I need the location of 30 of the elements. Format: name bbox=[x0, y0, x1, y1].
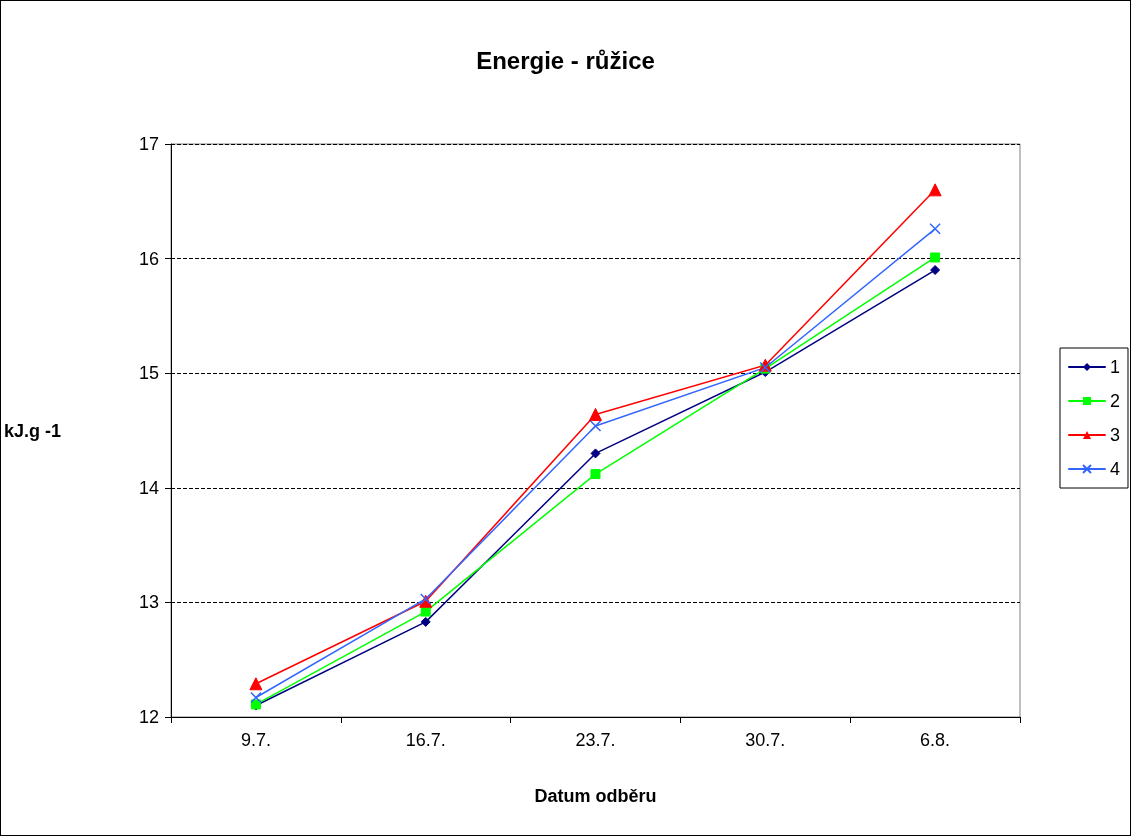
point bbox=[590, 469, 601, 480]
y-tick-label: 12 bbox=[138, 707, 160, 727]
y-tick-label: 17 bbox=[138, 134, 160, 154]
point bbox=[589, 407, 603, 421]
x-tick-label: 6.8. bbox=[920, 730, 951, 750]
legend-label: 2 bbox=[1109, 391, 1120, 411]
point bbox=[590, 448, 601, 459]
x-axis-title: Datum odběru bbox=[534, 786, 657, 806]
point bbox=[928, 183, 942, 197]
y-tick-label: 13 bbox=[138, 592, 160, 613]
x-tick-label: 23.7. bbox=[575, 730, 616, 750]
x-tick-label: 9.7. bbox=[240, 730, 271, 750]
point bbox=[930, 252, 941, 263]
point bbox=[420, 606, 431, 617]
legend-label: 4 bbox=[1109, 459, 1120, 479]
x-tick-label: 30.7. bbox=[745, 730, 786, 750]
y-tick-label: 14 bbox=[138, 477, 160, 498]
point bbox=[250, 691, 262, 704]
point bbox=[589, 420, 602, 432]
point bbox=[929, 223, 941, 235]
legend-label: 3 bbox=[1109, 425, 1120, 445]
point bbox=[420, 616, 431, 627]
y-tick-label: 15 bbox=[138, 363, 160, 384]
point bbox=[930, 265, 941, 276]
legend-label: 1 bbox=[1109, 357, 1120, 377]
chart-title: Energie - růžice bbox=[476, 46, 655, 74]
point bbox=[249, 677, 263, 691]
y-axis-title: kJ.g -1 bbox=[3, 420, 62, 441]
x-tick-label: 16.7. bbox=[405, 730, 446, 750]
y-tick-label: 16 bbox=[138, 248, 160, 269]
